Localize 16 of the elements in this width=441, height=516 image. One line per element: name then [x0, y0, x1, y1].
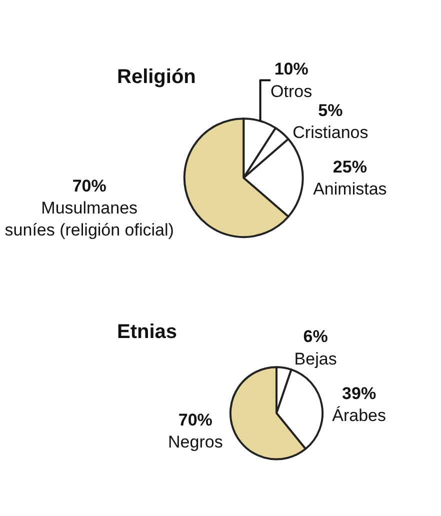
slice-label: Cristianos — [292, 122, 368, 142]
slice-label: Animistas — [313, 179, 387, 198]
slice-label: Árabes — [332, 406, 386, 425]
data-label: 70% — [72, 176, 106, 196]
data-label: 39% — [342, 384, 376, 403]
chart-title: Etnias — [117, 321, 178, 343]
slice-label: Bejas — [294, 349, 337, 368]
chart-title: Religión — [117, 66, 196, 88]
data-label: 25% — [332, 157, 367, 176]
data-label: 6% — [303, 327, 328, 346]
slice-label: Otros — [270, 82, 312, 101]
slice-label: Negros — [168, 432, 223, 452]
data-label: 10% — [274, 60, 308, 79]
slice-label: Musulmanes suníes (religión oficial) — [4, 198, 174, 240]
data-label: 5% — [318, 100, 343, 120]
data-label: 70% — [178, 410, 212, 430]
